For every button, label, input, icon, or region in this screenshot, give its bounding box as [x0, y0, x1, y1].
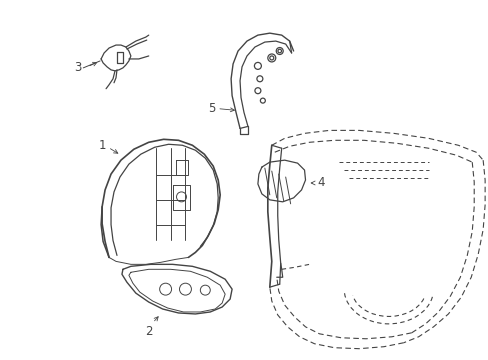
- Text: 4: 4: [317, 176, 324, 189]
- Text: 2: 2: [145, 325, 152, 338]
- Text: 5: 5: [207, 102, 215, 115]
- Text: 3: 3: [74, 61, 81, 75]
- Text: 1: 1: [99, 139, 106, 152]
